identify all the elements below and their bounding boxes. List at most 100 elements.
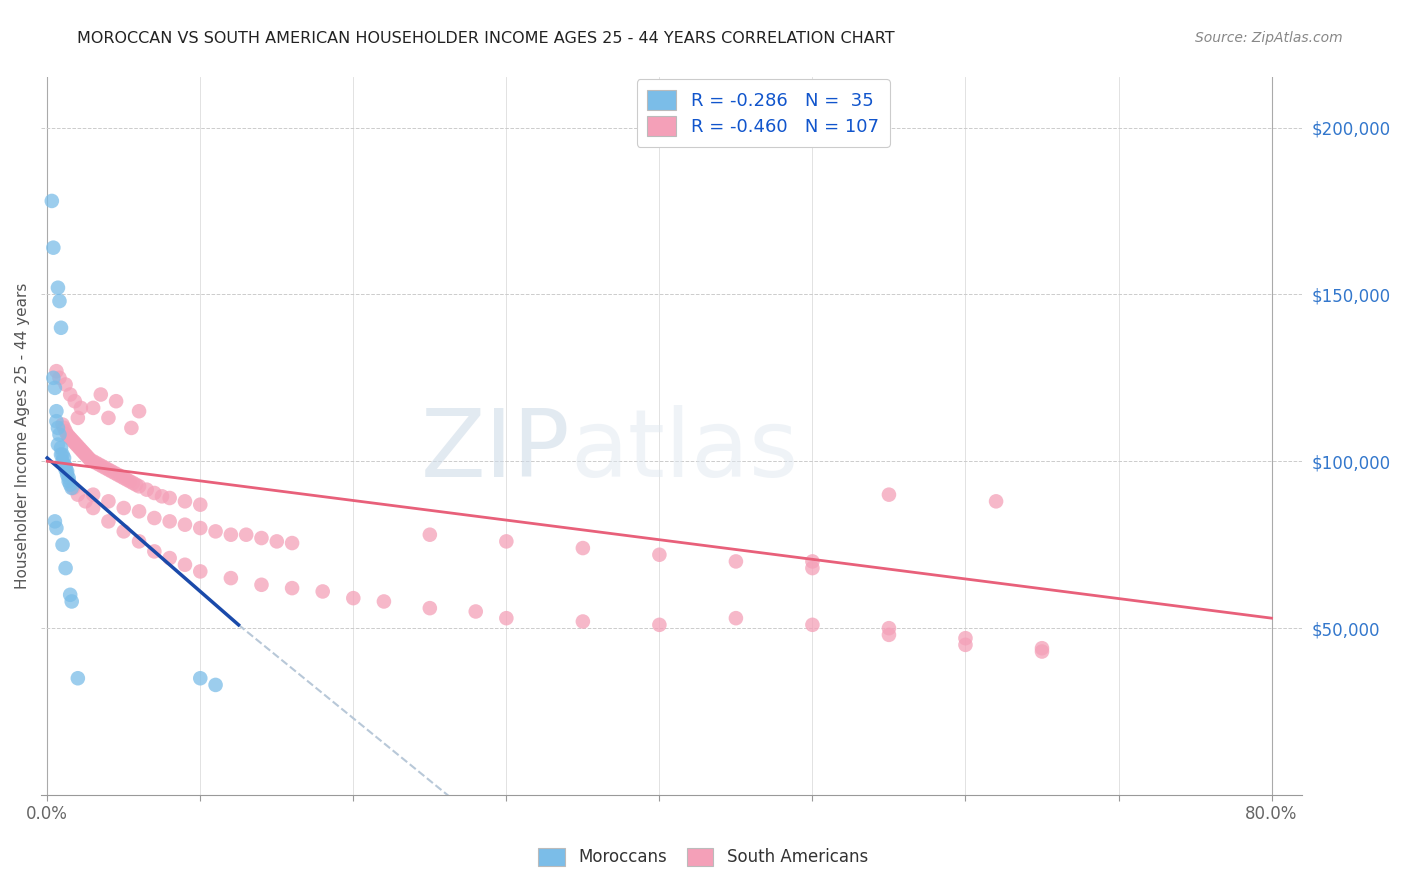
Point (51, 448, 73, 462)
Point (48, 371, 70, 385)
Point (724, 554, 747, 568)
Point (100, 464, 122, 478)
Point (72, 444, 94, 458)
Point (1031, 641, 1053, 656)
Point (115, 473, 138, 487)
Point (112, 524, 135, 539)
Point (42, 371, 65, 385)
Point (877, 488, 900, 502)
Point (219, 571, 242, 585)
Point (174, 517, 197, 532)
Point (122, 475, 145, 490)
Point (143, 486, 166, 500)
Point (250, 531, 273, 545)
Point (44, 381, 66, 395)
Point (66, 439, 89, 453)
Point (103, 466, 125, 480)
Point (46, 281, 69, 295)
Point (41, 194, 63, 208)
Point (281, 581, 304, 595)
Point (55, 377, 77, 392)
Point (281, 536, 304, 550)
Point (1031, 644, 1053, 658)
Point (63, 394, 86, 409)
Point (955, 638, 977, 652)
Point (877, 628, 900, 642)
Point (112, 471, 135, 485)
Point (250, 578, 273, 592)
Point (84, 456, 107, 470)
Point (572, 541, 595, 555)
Point (51, 454, 73, 468)
Point (56, 464, 79, 478)
Point (55, 459, 77, 474)
Point (89, 458, 111, 472)
Point (128, 479, 150, 493)
Point (572, 615, 595, 629)
Point (188, 565, 211, 579)
Point (877, 621, 900, 635)
Point (135, 483, 157, 497)
Point (45, 414, 67, 428)
Point (984, 494, 1007, 508)
Point (419, 601, 441, 615)
Point (70, 442, 93, 457)
Point (219, 527, 242, 541)
Point (79, 452, 101, 467)
Point (56, 427, 79, 442)
Point (59, 588, 82, 602)
Point (67, 441, 90, 455)
Point (464, 605, 486, 619)
Point (312, 584, 335, 599)
Point (97, 462, 120, 476)
Point (49, 320, 72, 334)
Point (419, 527, 441, 541)
Point (118, 475, 141, 489)
Point (159, 491, 181, 505)
Text: ZIP: ZIP (422, 405, 571, 497)
Point (174, 494, 197, 508)
Point (51, 417, 73, 432)
Point (90, 387, 112, 401)
Point (159, 514, 181, 528)
Point (342, 591, 364, 606)
Point (266, 534, 288, 549)
Point (65, 437, 87, 451)
Point (49, 441, 72, 455)
Point (66, 671, 89, 685)
Point (97, 494, 120, 508)
Point (188, 521, 211, 535)
Point (60, 433, 83, 447)
Point (62, 481, 84, 495)
Point (59, 387, 82, 401)
Point (60, 481, 83, 495)
Point (45, 521, 67, 535)
Legend: R = -0.286   N =  35, R = -0.460   N = 107: R = -0.286 N = 35, R = -0.460 N = 107 (637, 79, 890, 147)
Text: MOROCCAN VS SOUTH AMERICAN HOUSEHOLDER INCOME AGES 25 - 44 YEARS CORRELATION CHA: MOROCCAN VS SOUTH AMERICAN HOUSEHOLDER I… (77, 31, 896, 46)
Point (955, 631, 977, 645)
Text: atlas: atlas (571, 405, 799, 497)
Point (648, 617, 671, 632)
Point (801, 617, 824, 632)
Point (128, 534, 150, 549)
Point (112, 501, 135, 516)
Point (76, 450, 98, 464)
Point (97, 514, 120, 528)
Point (73, 446, 96, 460)
Point (82, 488, 104, 502)
Point (62, 434, 84, 449)
Y-axis label: Householder Income Ages 25 - 44 years: Householder Income Ages 25 - 44 years (15, 283, 30, 590)
Legend: Moroccans, South Americans: Moroccans, South Americans (531, 841, 875, 873)
Point (53, 450, 76, 465)
Point (495, 534, 517, 549)
Point (107, 467, 129, 482)
Point (801, 554, 824, 568)
Point (82, 454, 104, 468)
Point (58, 475, 80, 489)
Point (235, 527, 257, 541)
Text: Source: ZipAtlas.com: Source: ZipAtlas.com (1195, 31, 1343, 45)
Point (63, 436, 86, 450)
Point (59, 431, 82, 445)
Point (125, 477, 148, 491)
Point (82, 401, 104, 415)
